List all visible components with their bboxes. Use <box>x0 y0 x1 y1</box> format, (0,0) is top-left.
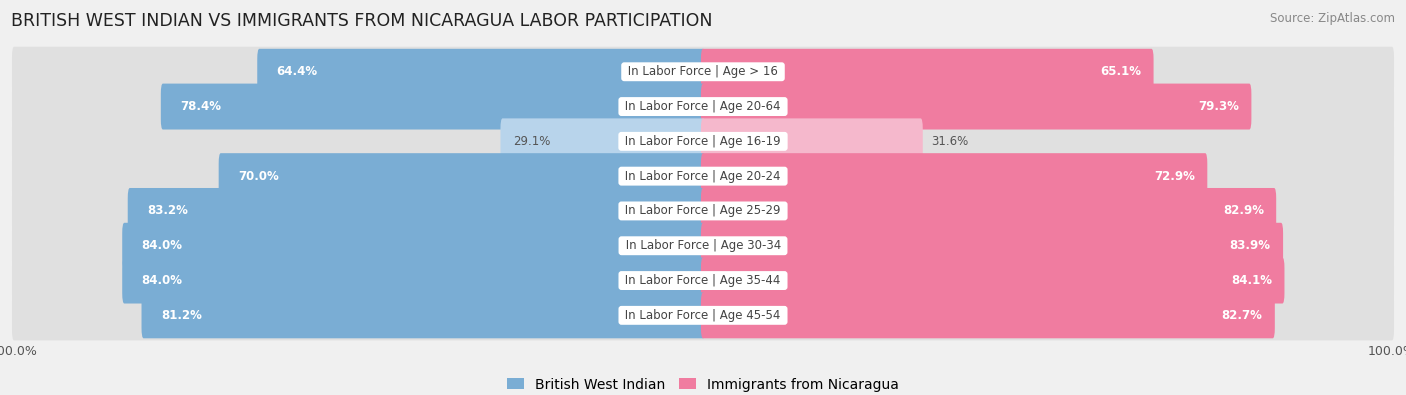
FancyBboxPatch shape <box>702 49 1153 95</box>
FancyBboxPatch shape <box>13 47 1393 97</box>
FancyBboxPatch shape <box>160 84 704 130</box>
FancyBboxPatch shape <box>257 49 704 95</box>
FancyBboxPatch shape <box>702 223 1284 269</box>
Text: 72.9%: 72.9% <box>1154 169 1195 182</box>
Text: 79.3%: 79.3% <box>1198 100 1239 113</box>
Text: 83.2%: 83.2% <box>148 205 188 218</box>
FancyBboxPatch shape <box>702 292 1275 338</box>
FancyBboxPatch shape <box>702 188 1277 234</box>
Legend: British West Indian, Immigrants from Nicaragua: British West Indian, Immigrants from Nic… <box>502 372 904 395</box>
Text: 29.1%: 29.1% <box>513 135 550 148</box>
FancyBboxPatch shape <box>142 292 704 338</box>
Text: In Labor Force | Age 30-34: In Labor Force | Age 30-34 <box>621 239 785 252</box>
FancyBboxPatch shape <box>702 118 922 164</box>
FancyBboxPatch shape <box>501 118 704 164</box>
Text: In Labor Force | Age 16-19: In Labor Force | Age 16-19 <box>621 135 785 148</box>
FancyBboxPatch shape <box>702 258 1285 303</box>
FancyBboxPatch shape <box>13 151 1393 201</box>
FancyBboxPatch shape <box>13 186 1393 236</box>
FancyBboxPatch shape <box>13 256 1393 306</box>
Text: 84.0%: 84.0% <box>142 239 183 252</box>
Text: 82.7%: 82.7% <box>1222 309 1263 322</box>
Text: In Labor Force | Age 20-64: In Labor Force | Age 20-64 <box>621 100 785 113</box>
Text: In Labor Force | Age 25-29: In Labor Force | Age 25-29 <box>621 205 785 218</box>
Text: In Labor Force | Age 35-44: In Labor Force | Age 35-44 <box>621 274 785 287</box>
Text: 83.9%: 83.9% <box>1230 239 1271 252</box>
FancyBboxPatch shape <box>13 81 1393 132</box>
FancyBboxPatch shape <box>702 153 1208 199</box>
Text: 84.1%: 84.1% <box>1232 274 1272 287</box>
FancyBboxPatch shape <box>13 290 1393 340</box>
FancyBboxPatch shape <box>702 84 1251 130</box>
Text: 78.4%: 78.4% <box>180 100 221 113</box>
FancyBboxPatch shape <box>13 221 1393 271</box>
Text: 82.9%: 82.9% <box>1223 205 1264 218</box>
Text: In Labor Force | Age 20-24: In Labor Force | Age 20-24 <box>621 169 785 182</box>
Text: BRITISH WEST INDIAN VS IMMIGRANTS FROM NICARAGUA LABOR PARTICIPATION: BRITISH WEST INDIAN VS IMMIGRANTS FROM N… <box>11 12 713 30</box>
Text: In Labor Force | Age 45-54: In Labor Force | Age 45-54 <box>621 309 785 322</box>
Text: 65.1%: 65.1% <box>1099 65 1142 78</box>
Text: 84.0%: 84.0% <box>142 274 183 287</box>
FancyBboxPatch shape <box>122 258 704 303</box>
Text: 81.2%: 81.2% <box>160 309 201 322</box>
FancyBboxPatch shape <box>122 223 704 269</box>
FancyBboxPatch shape <box>128 188 704 234</box>
Text: 70.0%: 70.0% <box>238 169 278 182</box>
Text: Source: ZipAtlas.com: Source: ZipAtlas.com <box>1270 12 1395 25</box>
Text: 31.6%: 31.6% <box>931 135 969 148</box>
FancyBboxPatch shape <box>219 153 704 199</box>
Text: 64.4%: 64.4% <box>277 65 318 78</box>
Text: In Labor Force | Age > 16: In Labor Force | Age > 16 <box>624 65 782 78</box>
FancyBboxPatch shape <box>13 116 1393 166</box>
